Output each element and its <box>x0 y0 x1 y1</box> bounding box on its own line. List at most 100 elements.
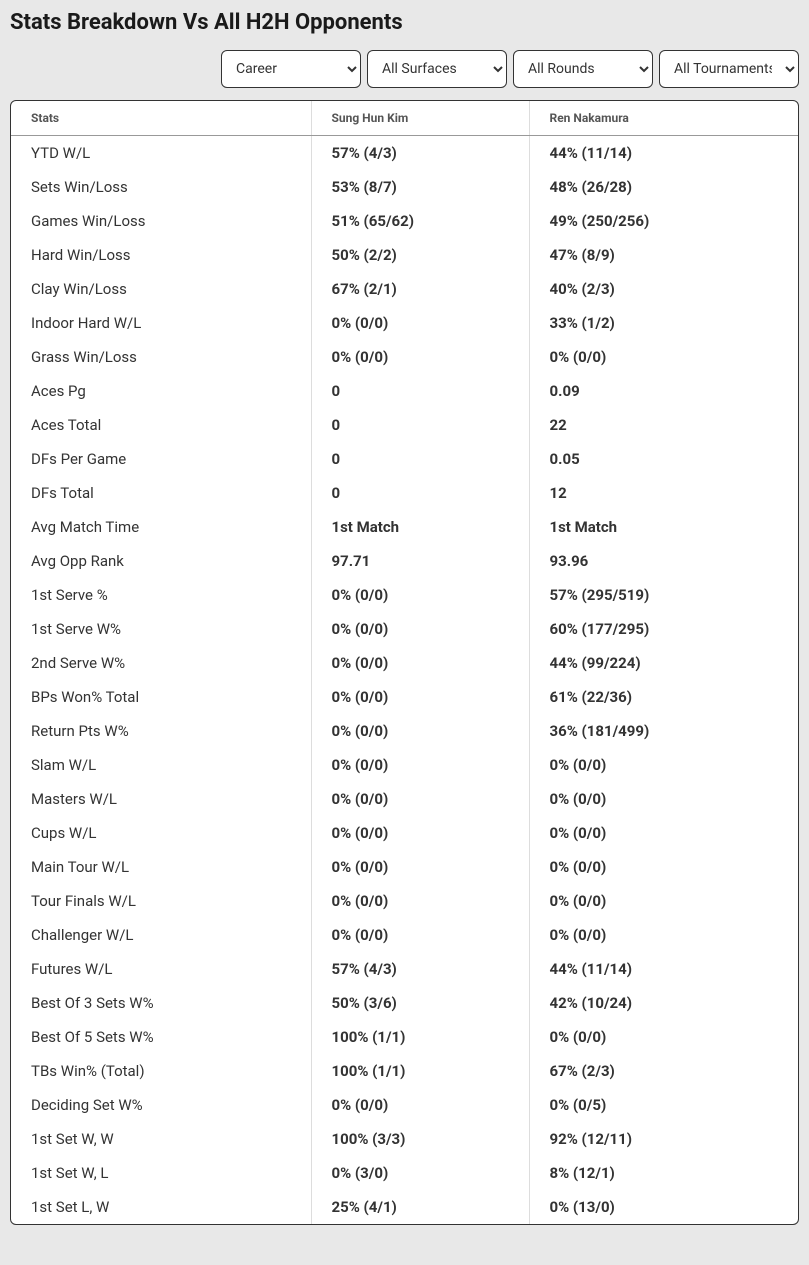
table-row: Tour Finals W/L0% (0/0)0% (0/0) <box>11 884 798 918</box>
stat-player2-value: 44% (11/14) <box>529 952 798 986</box>
stat-player1-value: 50% (3/6) <box>311 986 529 1020</box>
stat-player1-value: 0% (0/0) <box>311 918 529 952</box>
table-row: 2nd Serve W%0% (0/0)44% (99/224) <box>11 646 798 680</box>
stat-label: Tour Finals W/L <box>11 884 311 918</box>
stat-player1-value: 0% (0/0) <box>311 612 529 646</box>
stat-player2-value: 47% (8/9) <box>529 238 798 272</box>
stat-player2-value: 0% (0/0) <box>529 884 798 918</box>
stat-player1-value: 51% (65/62) <box>311 204 529 238</box>
table-row: 1st Set W, W100% (3/3)92% (12/11) <box>11 1122 798 1156</box>
table-row: 1st Serve %0% (0/0)57% (295/519) <box>11 578 798 612</box>
stat-player2-value: 93.96 <box>529 544 798 578</box>
stat-label: 1st Set W, L <box>11 1156 311 1190</box>
stat-label: Avg Opp Rank <box>11 544 311 578</box>
stats-table: Stats Sung Hun Kim Ren Nakamura YTD W/L5… <box>11 101 798 1224</box>
stat-player1-value: 0% (0/0) <box>311 340 529 374</box>
filter-period[interactable]: Career <box>221 50 361 88</box>
stat-label: BPs Won% Total <box>11 680 311 714</box>
stat-label: Clay Win/Loss <box>11 272 311 306</box>
stat-player1-value: 0% (0/0) <box>311 578 529 612</box>
stat-player2-value: 92% (12/11) <box>529 1122 798 1156</box>
table-row: Games Win/Loss51% (65/62)49% (250/256) <box>11 204 798 238</box>
stat-player1-value: 0 <box>311 408 529 442</box>
stat-player2-value: 0% (0/0) <box>529 748 798 782</box>
stat-player1-value: 53% (8/7) <box>311 170 529 204</box>
stat-player2-value: 61% (22/36) <box>529 680 798 714</box>
stat-player2-value: 0% (0/0) <box>529 816 798 850</box>
stat-player1-value: 0 <box>311 442 529 476</box>
table-row: Futures W/L57% (4/3)44% (11/14) <box>11 952 798 986</box>
stat-label: Masters W/L <box>11 782 311 816</box>
stat-player2-value: 57% (295/519) <box>529 578 798 612</box>
filter-round[interactable]: All Rounds <box>513 50 653 88</box>
table-row: Avg Match Time1st Match1st Match <box>11 510 798 544</box>
stat-label: YTD W/L <box>11 136 311 171</box>
stat-player2-value: 0.09 <box>529 374 798 408</box>
table-row: Aces Pg00.09 <box>11 374 798 408</box>
table-row: Aces Total022 <box>11 408 798 442</box>
stat-player2-value: 67% (2/3) <box>529 1054 798 1088</box>
stat-player2-value: 0% (0/5) <box>529 1088 798 1122</box>
table-row: Return Pts W%0% (0/0)36% (181/499) <box>11 714 798 748</box>
stat-label: 1st Set W, W <box>11 1122 311 1156</box>
table-row: TBs Win% (Total)100% (1/1)67% (2/3) <box>11 1054 798 1088</box>
stat-label: Sets Win/Loss <box>11 170 311 204</box>
table-row: Deciding Set W%0% (0/0)0% (0/5) <box>11 1088 798 1122</box>
stat-player2-value: 0% (0/0) <box>529 918 798 952</box>
table-row: DFs Per Game00.05 <box>11 442 798 476</box>
stat-player2-value: 42% (10/24) <box>529 986 798 1020</box>
stat-label: Aces Pg <box>11 374 311 408</box>
filter-tournament[interactable]: All Tournaments <box>659 50 799 88</box>
stat-player2-value: 33% (1/2) <box>529 306 798 340</box>
stat-player2-value: 36% (181/499) <box>529 714 798 748</box>
stat-label: DFs Per Game <box>11 442 311 476</box>
stat-player2-value: 1st Match <box>529 510 798 544</box>
table-row: 1st Set W, L0% (3/0)8% (12/1) <box>11 1156 798 1190</box>
stat-player1-value: 50% (2/2) <box>311 238 529 272</box>
stat-label: Cups W/L <box>11 816 311 850</box>
stat-player1-value: 0% (0/0) <box>311 306 529 340</box>
stat-player1-value: 25% (4/1) <box>311 1190 529 1224</box>
stat-player1-value: 0% (0/0) <box>311 782 529 816</box>
filter-surface[interactable]: All Surfaces <box>367 50 507 88</box>
table-row: BPs Won% Total0% (0/0)61% (22/36) <box>11 680 798 714</box>
stat-player1-value: 57% (4/3) <box>311 952 529 986</box>
stat-player1-value: 1st Match <box>311 510 529 544</box>
stat-player2-value: 44% (99/224) <box>529 646 798 680</box>
stat-player2-value: 0.05 <box>529 442 798 476</box>
table-row: Challenger W/L0% (0/0)0% (0/0) <box>11 918 798 952</box>
stat-player1-value: 0% (0/0) <box>311 748 529 782</box>
stat-label: Grass Win/Loss <box>11 340 311 374</box>
stat-label: 1st Set L, W <box>11 1190 311 1224</box>
stat-label: Futures W/L <box>11 952 311 986</box>
header-stats: Stats <box>11 101 311 136</box>
table-row: Best Of 5 Sets W%100% (1/1)0% (0/0) <box>11 1020 798 1054</box>
stat-label: Slam W/L <box>11 748 311 782</box>
filters-row: Career All Surfaces All Rounds All Tourn… <box>0 40 809 100</box>
stat-label: 2nd Serve W% <box>11 646 311 680</box>
stat-player2-value: 12 <box>529 476 798 510</box>
stat-player2-value: 40% (2/3) <box>529 272 798 306</box>
stat-label: 1st Serve W% <box>11 612 311 646</box>
stat-player1-value: 0 <box>311 374 529 408</box>
stat-player1-value: 57% (4/3) <box>311 136 529 171</box>
table-row: Cups W/L0% (0/0)0% (0/0) <box>11 816 798 850</box>
stat-player1-value: 100% (1/1) <box>311 1020 529 1054</box>
stat-player2-value: 49% (250/256) <box>529 204 798 238</box>
table-row: Main Tour W/L0% (0/0)0% (0/0) <box>11 850 798 884</box>
stat-label: Deciding Set W% <box>11 1088 311 1122</box>
stat-player2-value: 44% (11/14) <box>529 136 798 171</box>
stat-player1-value: 100% (1/1) <box>311 1054 529 1088</box>
header-player2: Ren Nakamura <box>529 101 798 136</box>
header-player1: Sung Hun Kim <box>311 101 529 136</box>
table-row: 1st Set L, W25% (4/1)0% (13/0) <box>11 1190 798 1224</box>
stat-player2-value: 0% (13/0) <box>529 1190 798 1224</box>
stat-label: 1st Serve % <box>11 578 311 612</box>
stat-player1-value: 0% (3/0) <box>311 1156 529 1190</box>
stat-player1-value: 0% (0/0) <box>311 680 529 714</box>
table-row: Slam W/L0% (0/0)0% (0/0) <box>11 748 798 782</box>
table-row: YTD W/L57% (4/3)44% (11/14) <box>11 136 798 171</box>
stat-player2-value: 48% (26/28) <box>529 170 798 204</box>
stat-label: Avg Match Time <box>11 510 311 544</box>
table-row: Grass Win/Loss0% (0/0)0% (0/0) <box>11 340 798 374</box>
